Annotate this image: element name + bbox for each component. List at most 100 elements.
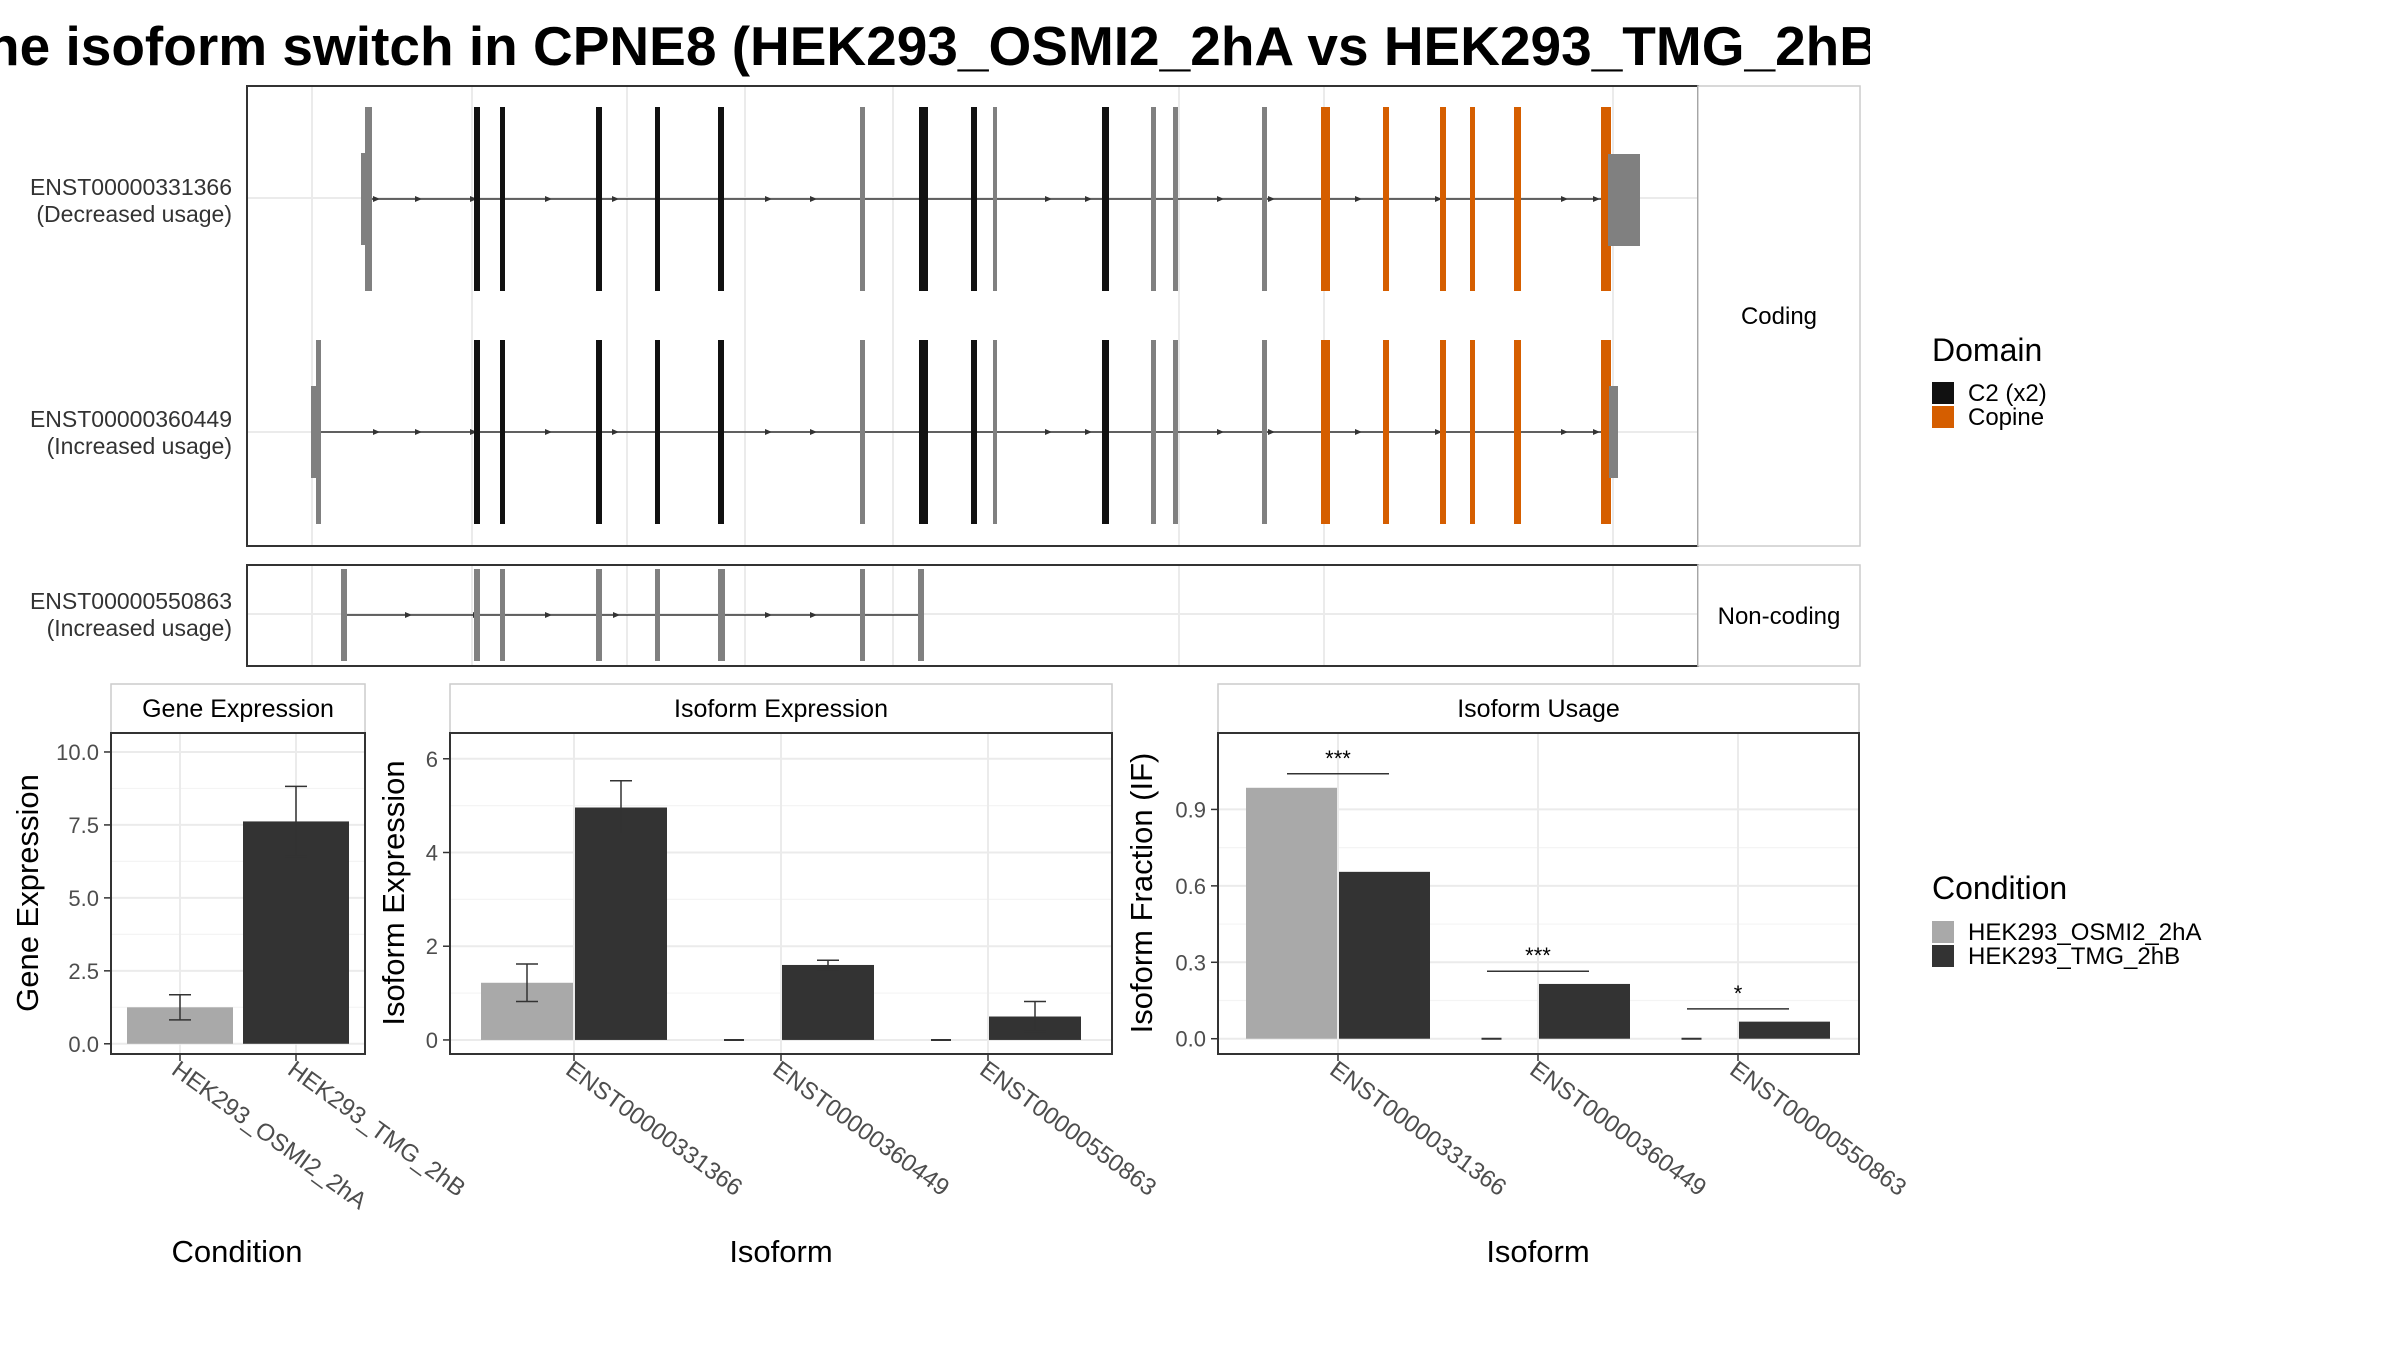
chart-strip bbox=[449, 683, 1113, 734]
bar bbox=[782, 964, 874, 1040]
tx3-direction-arrow bbox=[613, 612, 620, 618]
tx2-direction-arrow bbox=[1561, 429, 1568, 435]
strip-label-noncoding: Non-coding bbox=[1718, 603, 1841, 630]
y-tick-label: 4 bbox=[426, 840, 438, 865]
y-axis-title: Gene Expression bbox=[10, 774, 45, 1012]
domain-legend-label-c2: C2 (x2) bbox=[1968, 380, 2047, 407]
tx2-exon bbox=[474, 340, 480, 524]
tx2-direction-arrow bbox=[1268, 429, 1275, 435]
tx2-exon bbox=[1151, 340, 1156, 524]
domain-legend-key-c2 bbox=[1932, 382, 1954, 404]
y-tick-label: 7.5 bbox=[68, 813, 99, 838]
y-tick-label: 2 bbox=[426, 934, 438, 959]
tx1-exon bbox=[971, 107, 977, 291]
tx2-direction-arrow bbox=[470, 429, 477, 435]
tx1-exon bbox=[1440, 107, 1446, 291]
tx1-exon-utr bbox=[361, 153, 368, 245]
tx2-direction-arrow bbox=[765, 429, 772, 435]
significance-label: *** bbox=[1525, 943, 1551, 968]
transcript-label-id: ENST00000550863 bbox=[30, 588, 232, 614]
tx1-direction-arrow bbox=[1355, 196, 1362, 202]
tx2-exon bbox=[1514, 340, 1521, 524]
tx3-exon bbox=[596, 569, 602, 661]
chart-panel-border bbox=[110, 732, 366, 1055]
tx2-exon bbox=[919, 340, 928, 524]
strip-label-coding: Coding bbox=[1741, 303, 1817, 330]
strip-noncoding bbox=[1697, 564, 1861, 667]
bar bbox=[1246, 787, 1337, 1039]
tx2-exon bbox=[860, 340, 865, 524]
tx1-exon bbox=[1514, 107, 1521, 291]
tx1-exon bbox=[1173, 107, 1178, 291]
domain-legend-title: Domain bbox=[1932, 332, 2042, 368]
tx2-exon-utr bbox=[311, 386, 319, 478]
transcript-label-usage: (Decreased usage) bbox=[36, 201, 232, 227]
tx3-exon bbox=[860, 569, 865, 661]
y-tick-label: 0.9 bbox=[1175, 797, 1206, 822]
tx1-exon bbox=[655, 107, 660, 291]
x-axis-title: Isoform bbox=[1486, 1234, 1589, 1269]
condition-legend-label-a: HEK293_OSMI2_2hA bbox=[1968, 919, 2201, 946]
tx3-direction-arrow bbox=[405, 612, 412, 618]
x-axis-title: Isoform bbox=[729, 1234, 832, 1269]
tx1-exon bbox=[1151, 107, 1156, 291]
tx1-exon bbox=[860, 107, 865, 291]
x-tick-label: HEK293_OSMI2_2hA bbox=[167, 1056, 372, 1215]
bar bbox=[1539, 983, 1630, 1039]
tx2-exon bbox=[1440, 340, 1446, 524]
y-tick-label: 2.5 bbox=[68, 959, 99, 984]
tx2-direction-arrow bbox=[1435, 429, 1442, 435]
x-tick-label: ENST00000360449 bbox=[1525, 1056, 1711, 1202]
tx1-exon bbox=[993, 107, 997, 291]
tx1-direction-arrow bbox=[1435, 196, 1442, 202]
tx1-exon bbox=[474, 107, 480, 291]
x-tick-label: ENST00000550863 bbox=[975, 1056, 1161, 1202]
transcript-label-usage: (Increased usage) bbox=[47, 433, 232, 459]
significance-label: * bbox=[1734, 981, 1743, 1006]
y-axis-title: Isoform Expression bbox=[376, 760, 411, 1025]
bar bbox=[575, 807, 667, 1040]
tx2-exon bbox=[1102, 340, 1109, 524]
y-tick-label: 0.6 bbox=[1175, 874, 1206, 899]
tx1-exon bbox=[596, 107, 602, 291]
domain-legend-label-copine: Copine bbox=[1968, 404, 2044, 431]
tx1-direction-arrow bbox=[612, 196, 619, 202]
chart-title: Gene Expression bbox=[142, 695, 334, 723]
tx1-exon bbox=[500, 107, 505, 291]
transcript-label-id: ENST00000360449 bbox=[30, 406, 232, 432]
tx1-exon bbox=[718, 107, 724, 291]
y-tick-label: 0.3 bbox=[1175, 950, 1206, 975]
tx2-exon bbox=[1321, 340, 1330, 524]
tx1-exon bbox=[1262, 107, 1267, 291]
tx2-direction-arrow bbox=[810, 429, 817, 435]
tx3-direction-arrow bbox=[765, 612, 772, 618]
tx2-exon bbox=[971, 340, 977, 524]
tx2-exon-utr bbox=[1609, 386, 1618, 478]
tx2-direction-arrow bbox=[1355, 429, 1362, 435]
tx1-direction-arrow bbox=[1045, 196, 1052, 202]
tx2-direction-arrow bbox=[612, 429, 619, 435]
tx1-direction-arrow bbox=[1217, 196, 1224, 202]
tx2-direction-arrow bbox=[1045, 429, 1052, 435]
tx1-direction-arrow bbox=[810, 196, 817, 202]
tx2-direction-arrow bbox=[1085, 429, 1092, 435]
tx1-exon-utr bbox=[1608, 154, 1640, 246]
x-tick-label: ENST00000331366 bbox=[1325, 1056, 1511, 1202]
chart-title: Isoform Usage bbox=[1457, 695, 1620, 723]
tx1-exon bbox=[365, 107, 372, 291]
tx3-direction-arrow bbox=[810, 612, 817, 618]
tx1-direction-arrow bbox=[1085, 196, 1092, 202]
tx2-direction-arrow bbox=[415, 429, 422, 435]
x-tick-label: ENST00000550863 bbox=[1725, 1056, 1911, 1202]
tx1-exon bbox=[1102, 107, 1109, 291]
y-tick-label: 0.0 bbox=[1175, 1027, 1206, 1052]
y-tick-label: 0.0 bbox=[68, 1032, 99, 1057]
tx1-exon bbox=[1321, 107, 1330, 291]
y-tick-label: 5.0 bbox=[68, 886, 99, 911]
tx3-exon bbox=[718, 569, 725, 661]
tx2-exon bbox=[1470, 340, 1475, 524]
tx3-exon bbox=[474, 569, 480, 661]
tx1-exon bbox=[919, 107, 928, 291]
tx1-exon bbox=[1470, 107, 1475, 291]
